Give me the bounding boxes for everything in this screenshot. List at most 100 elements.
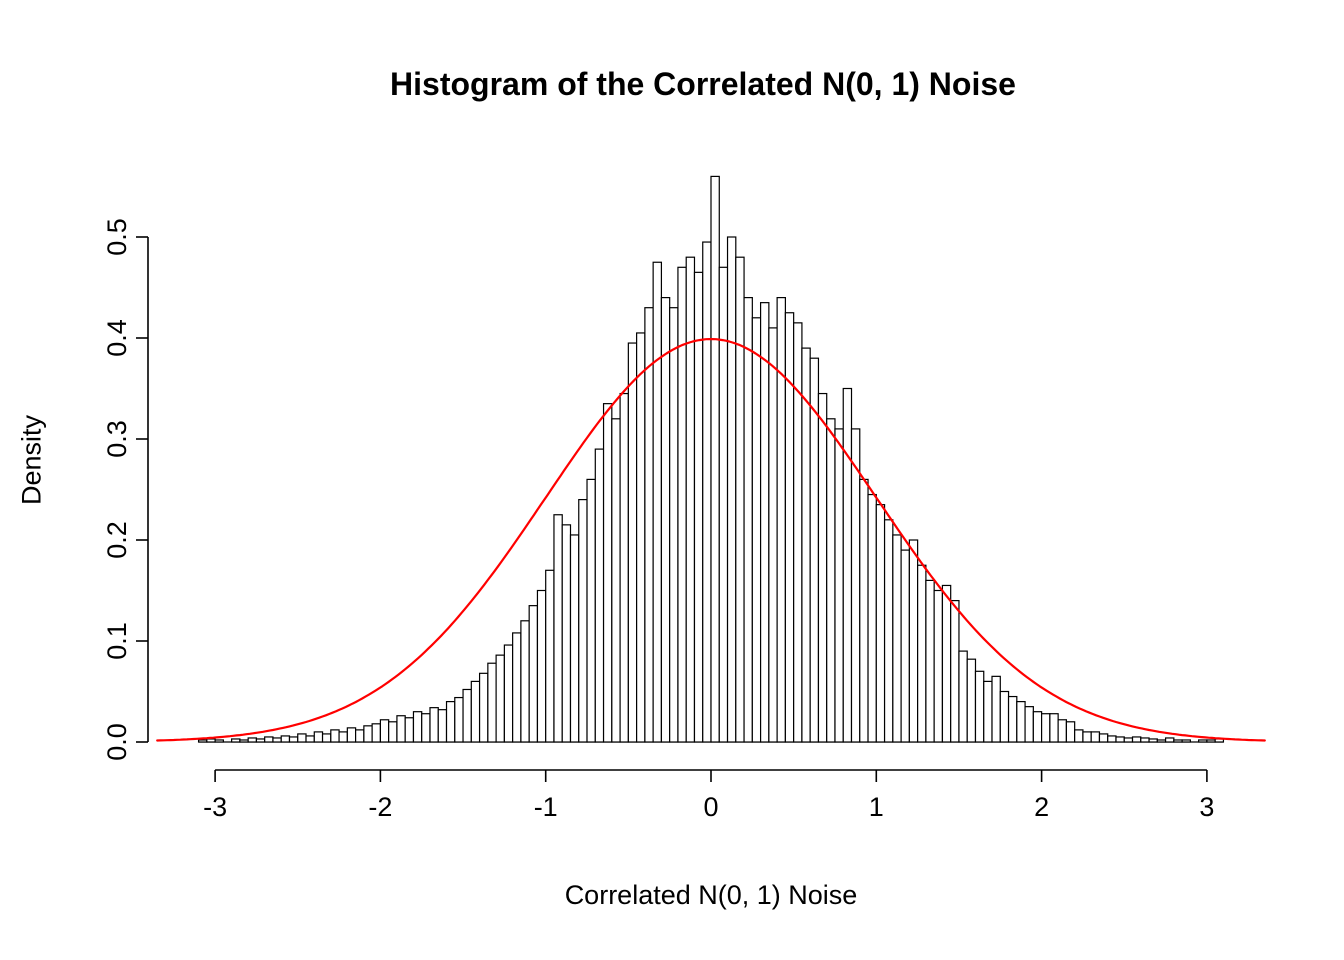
histogram-bar	[776, 297, 786, 743]
histogram-bar	[900, 549, 910, 743]
histogram-bar	[1024, 706, 1034, 743]
chart-title: Histogram of the Correlated N(0, 1) Nois…	[390, 66, 1016, 102]
histogram-bar	[404, 717, 415, 743]
histogram-bar	[214, 739, 224, 743]
histogram-bar	[710, 175, 720, 743]
histogram-bar	[594, 448, 605, 743]
histogram-bar	[627, 342, 638, 743]
histogram-bar	[966, 658, 977, 743]
histogram-bar	[908, 539, 919, 743]
x-tick-label: -3	[203, 792, 227, 822]
histogram-bar	[636, 332, 646, 743]
histogram-bar	[826, 418, 836, 743]
x-tick-label: 3	[1199, 792, 1214, 822]
histogram-bar	[503, 644, 514, 743]
histogram-bar	[1049, 713, 1059, 743]
histogram-bar	[528, 605, 539, 743]
histogram-bar	[1115, 736, 1125, 743]
y-tick-label: 0.2	[102, 521, 132, 559]
histogram-bar	[1148, 738, 1158, 743]
histogram-bar	[255, 738, 266, 743]
histogram-bar	[991, 675, 1001, 743]
histogram-bar	[553, 514, 563, 743]
histogram-bar	[288, 736, 299, 743]
histogram-bar	[817, 392, 828, 743]
histogram-bar	[644, 307, 654, 743]
histogram-bar	[363, 725, 373, 743]
histogram-bar	[867, 493, 877, 743]
histogram-bar	[1131, 736, 1142, 743]
histogram-bar	[1082, 731, 1092, 743]
histogram-bar	[950, 599, 960, 743]
histogram-bar	[1181, 739, 1191, 743]
x-tick-label: 2	[1034, 792, 1049, 822]
histogram-bar	[1198, 739, 1208, 743]
histogram-bar	[1206, 739, 1216, 743]
histogram-bar	[578, 499, 588, 743]
histogram-bar	[355, 729, 365, 743]
histogram-bar	[793, 322, 803, 743]
histogram-bar	[925, 579, 935, 743]
histogram-bar	[768, 327, 778, 743]
x-tick-label: -2	[368, 792, 392, 822]
histogram-bar	[784, 312, 795, 743]
histogram-bar	[693, 271, 704, 743]
histogram-bar	[660, 297, 671, 743]
histogram-bar	[1173, 739, 1183, 743]
histogram-bar	[445, 700, 456, 743]
histogram-bar	[487, 662, 497, 743]
histogram-bar	[718, 266, 729, 743]
histogram-bar	[1107, 735, 1117, 743]
histogram-bar	[1065, 721, 1076, 743]
histogram-bar	[536, 589, 547, 743]
histogram-bar	[883, 519, 894, 743]
x-tick-label: 0	[703, 792, 718, 822]
y-tick-label: 0.1	[102, 622, 132, 660]
histogram-bar	[346, 727, 357, 743]
histogram-bar	[561, 524, 572, 743]
histogram-bar	[974, 670, 985, 743]
histogram-bar	[669, 307, 679, 743]
histogram-bar	[850, 428, 861, 743]
histogram-bar	[437, 709, 448, 743]
histogram-bar	[197, 739, 208, 743]
histogram-bar	[412, 711, 423, 743]
histogram-bar	[330, 729, 340, 743]
histogram-bar	[941, 584, 952, 743]
histogram-bar	[677, 266, 687, 743]
histogram-bar	[735, 256, 745, 743]
histogram-bar	[726, 236, 737, 743]
histogram-bar	[313, 731, 324, 743]
histogram-bar	[743, 297, 753, 743]
histogram-bar	[1032, 711, 1043, 743]
histogram-bar	[1057, 719, 1068, 743]
y-tick-label: 0.5	[102, 218, 132, 256]
histogram-bar	[702, 241, 712, 743]
histogram-bar	[305, 735, 315, 743]
histogram-bar	[545, 569, 555, 743]
y-tick-label: 0.3	[102, 420, 132, 458]
histogram-bar	[801, 347, 811, 743]
histogram-bar	[231, 738, 241, 743]
histogram-bar	[652, 261, 663, 743]
histogram-bar	[280, 735, 291, 743]
histogram-bar	[272, 737, 282, 743]
histogram-bar	[321, 733, 332, 743]
histogram-bar	[751, 317, 762, 743]
histogram-bar	[388, 721, 398, 743]
histogram-bar	[1016, 700, 1026, 743]
histogram-bar	[917, 564, 927, 743]
histogram-bar	[892, 534, 902, 743]
histogram-bar	[834, 428, 844, 743]
histogram-bar	[396, 715, 406, 743]
histogram-bar	[999, 690, 1010, 743]
histogram-bar	[569, 534, 580, 743]
histogram-bar	[371, 723, 382, 743]
histogram-bar	[206, 738, 216, 743]
histogram-bar	[512, 632, 522, 743]
histogram-bar	[933, 589, 944, 743]
histogram-bar	[379, 719, 390, 743]
x-axis-label: Correlated N(0, 1) Noise	[564, 880, 858, 910]
histogram-bar	[1098, 733, 1109, 743]
